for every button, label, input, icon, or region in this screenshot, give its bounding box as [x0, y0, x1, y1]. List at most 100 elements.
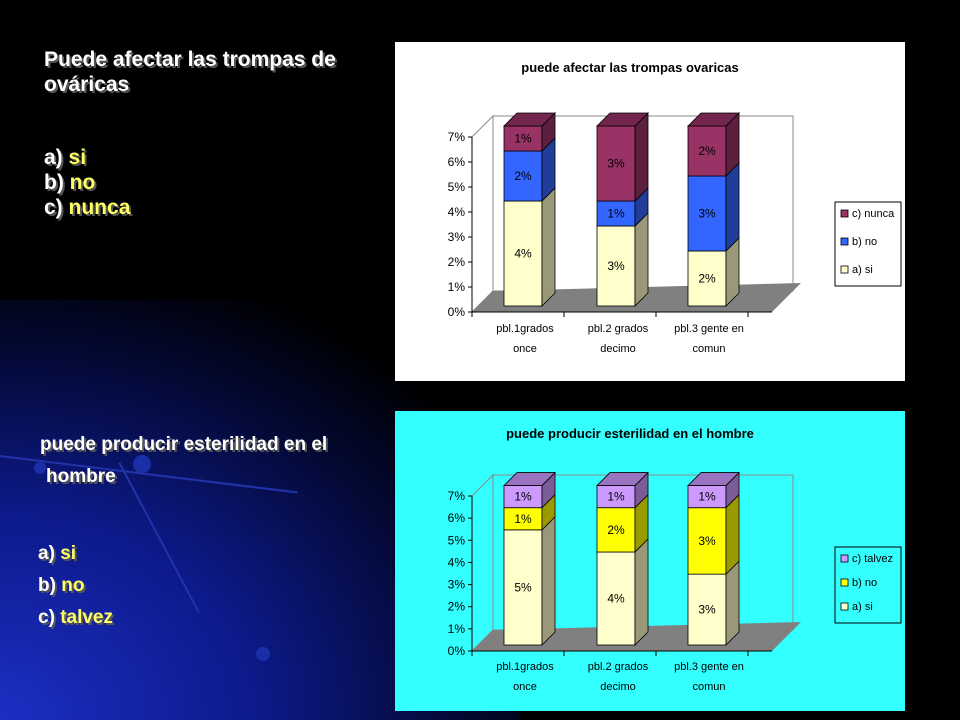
option-text: si	[60, 543, 77, 564]
y-tick-label: 4%	[448, 205, 466, 219]
bar-segment-top	[503, 472, 556, 486]
chart-esterilidad-hombre: puede producir esterilidad en el hombre 0…	[395, 411, 905, 711]
legend-label: c) nunca	[852, 208, 895, 220]
question1-option-b: b) no	[44, 170, 130, 195]
bar-data-label: 2%	[514, 169, 532, 183]
bar-segment-top	[503, 112, 556, 127]
background-dot	[34, 462, 46, 474]
bar-data-label: 3%	[698, 603, 716, 617]
bar-segment-side	[541, 187, 556, 307]
y-tick-label: 1%	[448, 622, 466, 636]
x-category-label-line2: comun	[692, 343, 725, 355]
legend-label: c) talvez	[852, 553, 893, 565]
y-tick-label: 2%	[448, 255, 466, 269]
chart-trompas-ovaricas: puede afectar las trompas ovaricas 0% 1% 2%…	[395, 42, 905, 381]
option-letter: b)	[44, 171, 64, 195]
bar-segment-side	[634, 212, 649, 307]
y-tick-label: 4%	[448, 555, 466, 569]
bar-segment-side	[725, 162, 740, 252]
bar-data-label: 2%	[698, 272, 716, 286]
legend-label: b) no	[852, 577, 877, 589]
y-tick-label: 5%	[448, 180, 466, 194]
bar-data-label: 1%	[607, 207, 625, 221]
x-category-label-line2: once	[513, 681, 537, 693]
legend-swatch	[840, 554, 849, 563]
bar-segment-side	[725, 560, 740, 646]
background-dot	[133, 455, 151, 473]
question2-option-a: a) si	[38, 538, 113, 570]
question2-title-line1: puede producir esterilidad en el	[40, 434, 328, 455]
option-text: no	[69, 171, 96, 195]
legend-label: b) no	[852, 236, 877, 248]
bar-data-label: 2%	[698, 144, 716, 158]
legend-label: a) si	[852, 601, 873, 613]
bar-data-label: 2%	[607, 523, 625, 537]
bar-data-label: 4%	[514, 247, 532, 261]
y-tick-label: 6%	[448, 155, 466, 169]
question2-option-b: b) no	[38, 570, 113, 602]
bar-segment-front	[503, 529, 543, 646]
y-tick-label: 3%	[448, 578, 466, 592]
option-letter: c)	[38, 607, 55, 628]
x-category-label-line1: pbl.1grados	[496, 323, 554, 335]
bar-data-label: 4%	[607, 592, 625, 606]
option-letter: b)	[38, 575, 56, 596]
x-category-label-line2: decimo	[600, 681, 635, 693]
y-tick-label: 7%	[448, 130, 466, 144]
option-text: no	[61, 575, 85, 596]
option-text: talvez	[60, 607, 113, 628]
chart-title: puede afectar las trompas ovaricas	[521, 60, 739, 75]
question1-option-c: c) nunca	[44, 195, 130, 220]
bar-segment-top	[687, 112, 740, 127]
bar-data-label: 1%	[514, 490, 532, 504]
bar-segment-front	[503, 200, 543, 307]
bar-segment-front	[503, 150, 543, 202]
bar-data-label: 3%	[607, 259, 625, 273]
bar-segment-front	[687, 250, 727, 307]
option-text: nunca	[68, 196, 131, 220]
y-tick-label: 7%	[448, 489, 466, 503]
chart-title: puede producir esterilidad en el hombre	[506, 426, 754, 441]
question1-options: a) si b) no c) nunca	[44, 145, 130, 221]
bar-segment-side	[541, 515, 556, 646]
y-tick-label: 0%	[448, 644, 466, 658]
question2-option-c: c) talvez	[38, 602, 113, 634]
question2-title-line2: hombre	[46, 466, 116, 487]
y-tick-label: 0%	[448, 305, 466, 319]
legend-swatch	[840, 209, 849, 218]
y-tick-label: 6%	[448, 511, 466, 525]
x-category-label-line2: decimo	[600, 343, 635, 355]
legend-label: a) si	[852, 264, 873, 276]
bar-segment-side	[634, 112, 649, 202]
y-tick-label: 1%	[448, 280, 466, 294]
bar-data-label: 3%	[698, 207, 716, 221]
bar-data-label: 1%	[514, 132, 532, 146]
option-letter: c)	[44, 196, 63, 220]
legend-swatch	[840, 265, 849, 274]
y-tick-label: 2%	[448, 600, 466, 614]
x-category-label-line1: pbl.2 grados	[588, 323, 649, 335]
x-category-label-line1: pbl.3 gente en	[674, 323, 744, 335]
option-letter: a)	[38, 543, 55, 564]
chart-background	[395, 411, 905, 711]
bar-segment-front	[596, 551, 636, 646]
chart-background	[395, 42, 905, 381]
bar-segment-front	[687, 507, 727, 575]
bar-data-label: 1%	[607, 490, 625, 504]
bar-segment-top	[596, 472, 649, 486]
x-category-label-line2: comun	[692, 681, 725, 693]
bar-data-label: 3%	[607, 157, 625, 171]
y-tick-label: 5%	[448, 533, 466, 547]
bar-data-label: 1%	[698, 490, 716, 504]
bar-segment-top	[596, 112, 649, 127]
bar-data-label: 5%	[514, 580, 532, 594]
option-text: si	[68, 146, 87, 169]
option-letter: a)	[44, 146, 63, 169]
background-dot	[256, 647, 270, 661]
bar-data-label: 3%	[698, 534, 716, 548]
y-tick-label: 3%	[448, 230, 466, 244]
legend-swatch	[840, 578, 849, 587]
legend-swatch	[840, 602, 849, 611]
bar-segment-top	[687, 472, 740, 486]
x-category-label-line2: once	[513, 343, 537, 355]
